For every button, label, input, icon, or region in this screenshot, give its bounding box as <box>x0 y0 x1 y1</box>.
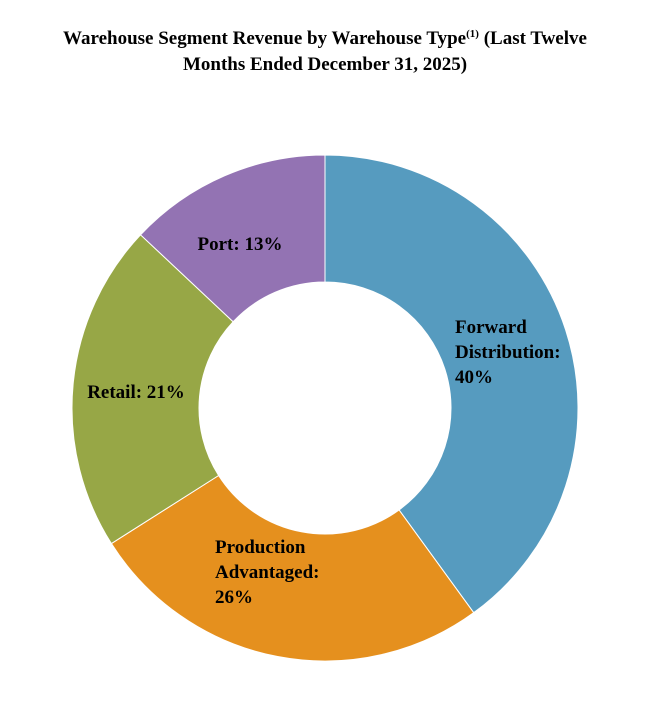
slice-label-line: 40% <box>455 367 493 388</box>
slice-label-line: 26% <box>215 587 253 608</box>
slice-label-1: Production Advantaged: 26% <box>215 537 320 608</box>
slice-label-line: Forward <box>455 317 527 338</box>
slice-labels: Forward Distribution: 40% Production Advanta… <box>87 234 560 608</box>
chart-title: Warehouse Segment Revenue by Warehouse T… <box>60 26 590 78</box>
slice-label-0: Forward Distribution: 40% <box>455 317 561 388</box>
slice-label-line: Port: 13% <box>198 234 283 255</box>
chart-title-footnote-marker: (1) <box>466 28 479 40</box>
slice-label-2: Retail: 21% <box>87 382 185 403</box>
donut-slice-2 <box>71 234 234 545</box>
slice-label-line: Distribution: <box>455 342 561 363</box>
donut-slice-0 <box>324 154 579 614</box>
donut-slice-1 <box>110 474 475 662</box>
slice-label-line: Advantaged: <box>215 562 320 583</box>
slice-label-line: Retail: 21% <box>87 382 185 403</box>
chart-title-tail: (Last Twelve Months Ended December 31, 2… <box>182 28 587 75</box>
slice-label-3: Port: 13% <box>198 234 283 255</box>
chart-title-lead: Warehouse Segment Revenue by Warehouse T… <box>63 28 467 49</box>
slice-label-line: Production <box>215 537 306 558</box>
donut-slice-3 <box>139 154 326 323</box>
donut-slices <box>71 154 579 662</box>
